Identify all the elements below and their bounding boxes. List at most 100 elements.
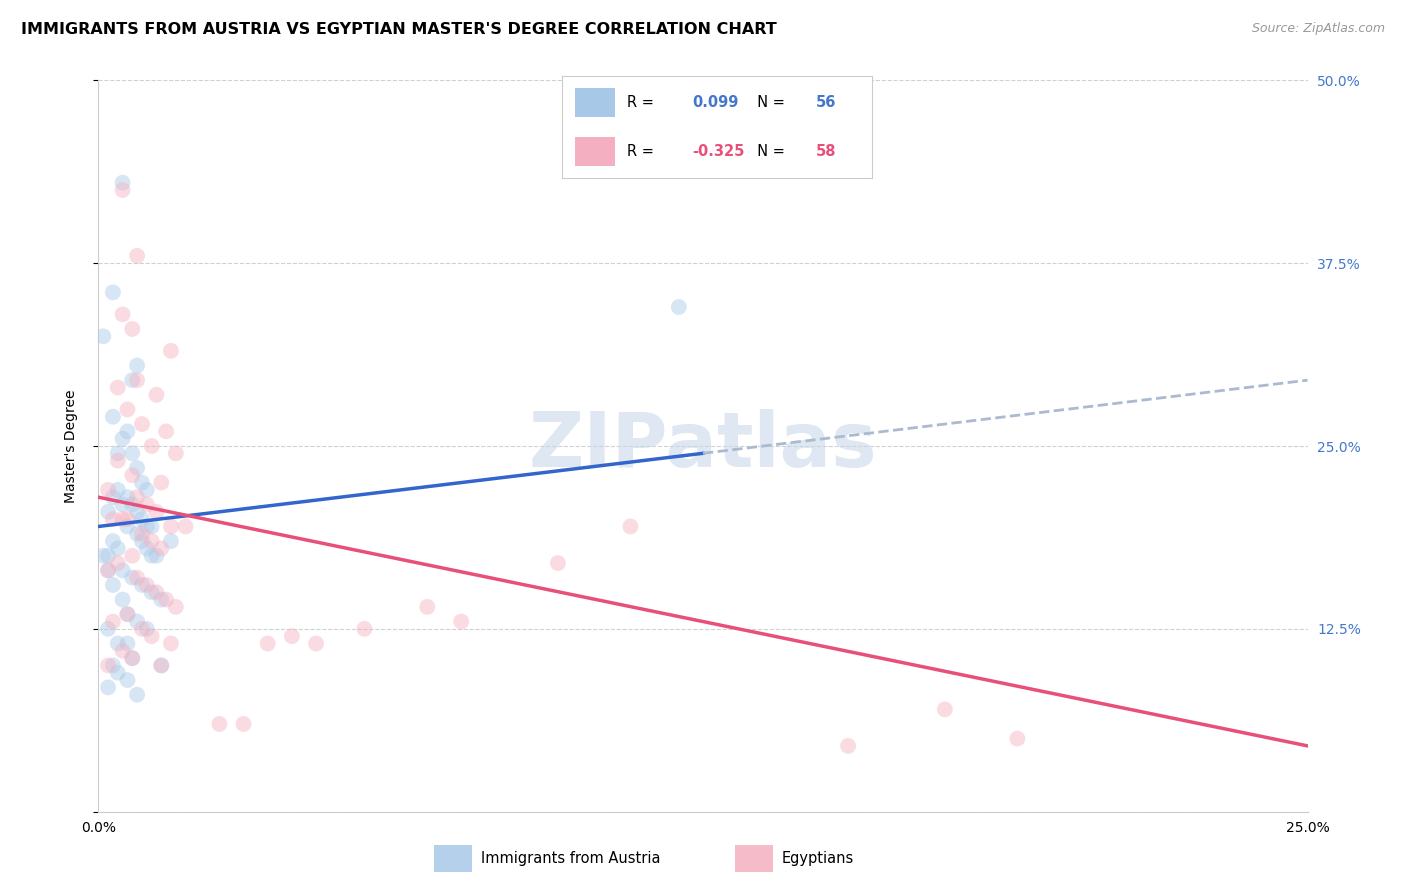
- Point: [121, 549, 143, 563]
- Point: [91, 329, 114, 343]
- Point: [127, 373, 149, 387]
- Point: [127, 615, 149, 629]
- Point: [121, 322, 143, 336]
- Text: 0.099: 0.099: [692, 95, 738, 110]
- Point: [160, 343, 183, 358]
- Point: [141, 629, 163, 643]
- Point: [127, 505, 149, 519]
- Point: [145, 388, 167, 402]
- Point: [121, 498, 143, 512]
- Point: [127, 526, 149, 541]
- Point: [141, 519, 163, 533]
- Point: [107, 556, 129, 570]
- Point: [131, 622, 153, 636]
- Point: [150, 475, 173, 490]
- Point: [121, 651, 143, 665]
- Point: [127, 359, 149, 373]
- Point: [619, 519, 641, 533]
- Point: [101, 512, 124, 526]
- Point: [208, 717, 231, 731]
- Point: [117, 607, 139, 622]
- Point: [165, 599, 187, 614]
- Point: [127, 490, 149, 504]
- FancyBboxPatch shape: [575, 88, 614, 117]
- Point: [117, 636, 139, 650]
- Point: [117, 673, 139, 687]
- Text: R =: R =: [627, 145, 659, 160]
- Point: [232, 717, 254, 731]
- Point: [111, 563, 134, 577]
- Point: [117, 402, 139, 417]
- Point: [97, 549, 120, 563]
- Text: Source: ZipAtlas.com: Source: ZipAtlas.com: [1251, 22, 1385, 36]
- Point: [353, 622, 375, 636]
- Text: N =: N =: [748, 145, 790, 160]
- Point: [117, 512, 139, 526]
- Point: [934, 702, 956, 716]
- Point: [135, 578, 157, 592]
- Point: [91, 549, 114, 563]
- FancyBboxPatch shape: [735, 846, 773, 872]
- Point: [160, 519, 183, 533]
- Point: [107, 446, 129, 460]
- Point: [131, 512, 153, 526]
- Point: [256, 636, 278, 650]
- Point: [117, 519, 139, 533]
- Point: [837, 739, 859, 753]
- Point: [97, 622, 120, 636]
- Point: [547, 556, 569, 570]
- Text: 58: 58: [815, 145, 837, 160]
- Point: [107, 380, 129, 394]
- Point: [145, 505, 167, 519]
- Point: [111, 592, 134, 607]
- Point: [135, 541, 157, 556]
- Point: [135, 519, 157, 533]
- Point: [145, 585, 167, 599]
- Point: [131, 578, 153, 592]
- Point: [121, 446, 143, 460]
- Point: [160, 636, 183, 650]
- Point: [131, 417, 153, 431]
- Point: [121, 571, 143, 585]
- Point: [107, 665, 129, 680]
- Point: [101, 490, 124, 504]
- Point: [101, 534, 124, 549]
- Text: Immigrants from Austria: Immigrants from Austria: [481, 851, 661, 866]
- Point: [1007, 731, 1029, 746]
- Point: [155, 592, 177, 607]
- Point: [281, 629, 304, 643]
- Point: [107, 453, 129, 467]
- Point: [150, 658, 173, 673]
- Point: [127, 249, 149, 263]
- Point: [450, 615, 472, 629]
- Point: [150, 541, 173, 556]
- Text: -0.325: -0.325: [692, 145, 745, 160]
- Point: [131, 534, 153, 549]
- Point: [141, 585, 163, 599]
- Point: [141, 549, 163, 563]
- Text: IMMIGRANTS FROM AUSTRIA VS EGYPTIAN MASTER'S DEGREE CORRELATION CHART: IMMIGRANTS FROM AUSTRIA VS EGYPTIAN MAST…: [21, 22, 778, 37]
- Point: [117, 607, 139, 622]
- Point: [111, 512, 134, 526]
- Point: [107, 483, 129, 497]
- Point: [165, 446, 187, 460]
- Point: [135, 622, 157, 636]
- FancyBboxPatch shape: [433, 846, 472, 872]
- Point: [107, 541, 129, 556]
- Point: [97, 563, 120, 577]
- Point: [97, 505, 120, 519]
- Point: [150, 592, 173, 607]
- Point: [127, 688, 149, 702]
- Text: R =: R =: [627, 95, 664, 110]
- Point: [97, 658, 120, 673]
- Point: [101, 578, 124, 592]
- Point: [135, 498, 157, 512]
- Point: [145, 549, 167, 563]
- Point: [111, 176, 134, 190]
- Y-axis label: Master's Degree: Master's Degree: [63, 389, 77, 503]
- Point: [101, 285, 124, 300]
- Point: [127, 461, 149, 475]
- Point: [111, 307, 134, 321]
- Point: [97, 681, 120, 695]
- Point: [155, 425, 177, 439]
